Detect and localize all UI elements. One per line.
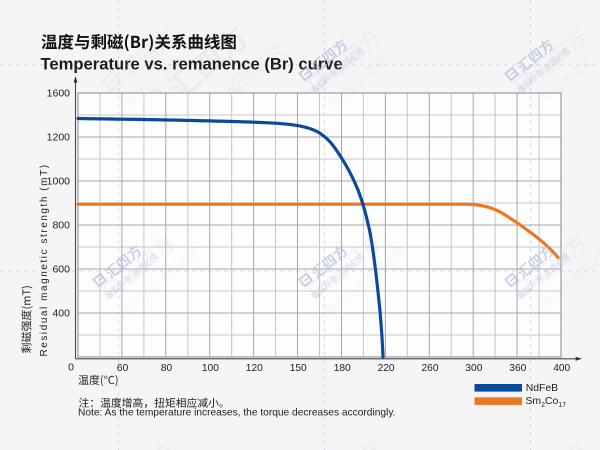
svg-text:220: 220 (378, 363, 395, 374)
svg-text:80: 80 (161, 363, 173, 374)
svg-text:1000: 1000 (47, 176, 71, 188)
svg-text:NdFeB: NdFeB (526, 383, 558, 394)
svg-text:180: 180 (334, 363, 351, 374)
svg-text:60: 60 (117, 363, 129, 374)
svg-text:1600: 1600 (47, 88, 71, 100)
svg-text:150: 150 (290, 363, 307, 374)
svg-text:300: 300 (465, 363, 482, 374)
svg-text:800: 800 (52, 220, 70, 232)
svg-text:Residual magnetic strength (mT: Residual magnetic strength (mT) (39, 163, 50, 356)
svg-text:400: 400 (553, 363, 570, 374)
svg-text:0: 0 (68, 362, 74, 374)
svg-text:120: 120 (246, 363, 263, 374)
svg-text:Note: As the temperature incre: Note: As the temperature increases, the … (78, 408, 396, 419)
svg-text:260: 260 (422, 363, 439, 374)
svg-text:Temperature vs. remanence (Br): Temperature vs. remanence (Br) curve (41, 55, 343, 74)
svg-text:Sm2Co17: Sm2Co17 (526, 396, 567, 409)
svg-text:400: 400 (52, 308, 70, 320)
svg-text:360: 360 (509, 363, 526, 374)
svg-text:600: 600 (52, 264, 70, 276)
svg-text:1200: 1200 (47, 132, 71, 144)
svg-text:100: 100 (202, 363, 219, 374)
